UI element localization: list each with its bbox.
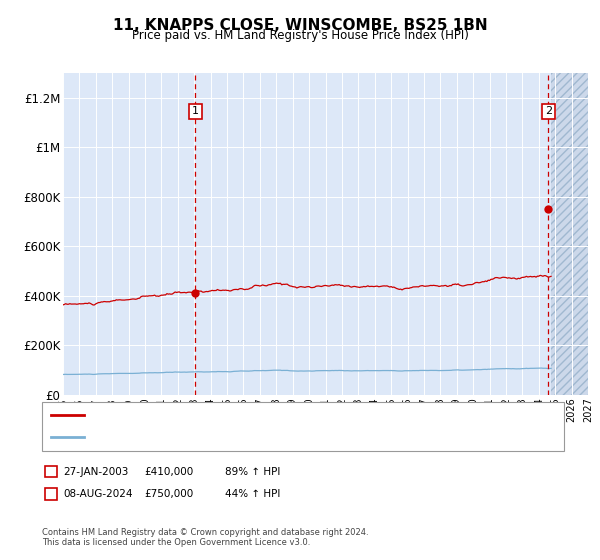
Text: HPI: Average price, detached house, North Somerset: HPI: Average price, detached house, Nort…: [90, 432, 353, 442]
Text: 44% ↑ HPI: 44% ↑ HPI: [225, 489, 280, 499]
Text: £750,000: £750,000: [144, 489, 193, 499]
Text: 89% ↑ HPI: 89% ↑ HPI: [225, 466, 280, 477]
Text: 1: 1: [47, 466, 55, 477]
Bar: [551, 73, 588, 395]
Text: 2: 2: [545, 106, 552, 116]
Text: 11, KNAPPS CLOSE, WINSCOMBE, BS25 1BN: 11, KNAPPS CLOSE, WINSCOMBE, BS25 1BN: [113, 18, 487, 33]
Text: Price paid vs. HM Land Registry's House Price Index (HPI): Price paid vs. HM Land Registry's House …: [131, 29, 469, 42]
Text: 2: 2: [47, 489, 55, 499]
Text: 1: 1: [192, 106, 199, 116]
Text: £410,000: £410,000: [144, 466, 193, 477]
Text: 27-JAN-2003: 27-JAN-2003: [63, 466, 128, 477]
Bar: [551, 73, 588, 395]
Text: 11, KNAPPS CLOSE, WINSCOMBE, BS25 1BN (detached house): 11, KNAPPS CLOSE, WINSCOMBE, BS25 1BN (d…: [90, 410, 400, 421]
Text: Contains HM Land Registry data © Crown copyright and database right 2024.
This d: Contains HM Land Registry data © Crown c…: [42, 528, 368, 547]
Text: 08-AUG-2024: 08-AUG-2024: [63, 489, 133, 499]
